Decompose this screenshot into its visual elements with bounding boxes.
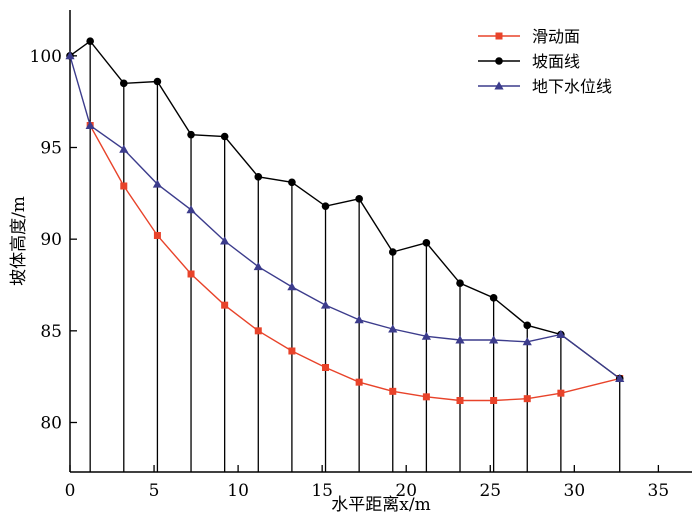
data-point [523, 321, 532, 330]
data-point [489, 294, 498, 302]
data-point [455, 335, 465, 344]
series-square [86, 122, 624, 404]
legend-label: 滑动面 [532, 27, 580, 46]
data-point [153, 77, 162, 86]
legend-marker [495, 57, 503, 65]
data-point [187, 270, 195, 278]
data-point [389, 387, 397, 395]
x-tick-label: 20 [395, 481, 417, 501]
legend-label: 坡面线 [532, 52, 580, 71]
data-point [254, 327, 262, 335]
x-tick-label: 15 [311, 481, 333, 501]
series-line [69, 55, 621, 380]
x-tick-label: 5 [149, 481, 160, 501]
data-point [153, 232, 161, 239]
data-point [85, 120, 95, 129]
x-tick-label: 35 [648, 481, 670, 501]
data-point [220, 132, 229, 141]
data-point [523, 395, 531, 403]
y-tick-label: 95 [40, 139, 62, 159]
data-point [388, 248, 397, 256]
series-line [89, 125, 620, 402]
data-point [322, 364, 330, 371]
data-point [288, 347, 296, 355]
ticks: 0 5 10 15 20 25 30 35 80 85 90 95 100 [30, 47, 670, 501]
data-point [287, 282, 297, 291]
data-point [490, 397, 498, 404]
legend-label: 地下水位线 [532, 77, 612, 96]
data-point [86, 37, 94, 45]
data-point [615, 373, 625, 382]
data-point [120, 182, 128, 190]
data-point [388, 324, 398, 333]
legend-marker [494, 81, 504, 90]
legend-item: 坡面线 [478, 52, 580, 71]
x-axis-title: 水平距离x/m [331, 495, 430, 515]
x-tick-label: 30 [564, 481, 586, 501]
y-tick-label: 80 [40, 414, 62, 434]
x-tick-label: 0 [65, 481, 76, 501]
y-axis-title: 坡体高度/m [9, 196, 29, 286]
slice-lines [89, 41, 621, 472]
data-point [152, 179, 163, 188]
data-point [253, 262, 263, 271]
data-point [288, 178, 296, 187]
series [65, 37, 625, 404]
legend-item: 滑动面 [478, 27, 580, 46]
axes [69, 10, 692, 473]
data-point [355, 378, 363, 386]
legend-marker [495, 32, 503, 40]
data-point [421, 331, 431, 340]
data-point [489, 335, 499, 344]
x-tick-label: 10 [227, 481, 249, 501]
y-tick-label: 85 [40, 322, 62, 342]
data-point [186, 205, 196, 214]
data-point [556, 329, 566, 338]
data-point [320, 300, 331, 309]
y-tick-label: 90 [40, 230, 62, 250]
data-point [119, 79, 128, 88]
y-tick-label: 100 [30, 47, 62, 67]
data-point [354, 315, 364, 324]
data-point [456, 397, 464, 404]
data-point [119, 144, 129, 153]
data-point [522, 337, 532, 346]
legend-item: 地下水位线 [478, 77, 612, 96]
data-point [321, 202, 330, 210]
data-point [557, 389, 565, 397]
data-point [422, 239, 431, 247]
data-point [254, 173, 263, 181]
series-triangle [65, 51, 625, 382]
data-point [65, 51, 75, 60]
data-point [456, 279, 464, 287]
data-point [220, 236, 230, 245]
data-point [355, 195, 363, 203]
data-point [187, 130, 195, 139]
data-point [221, 301, 229, 309]
x-tick-label: 25 [479, 481, 501, 501]
data-point [422, 393, 430, 401]
